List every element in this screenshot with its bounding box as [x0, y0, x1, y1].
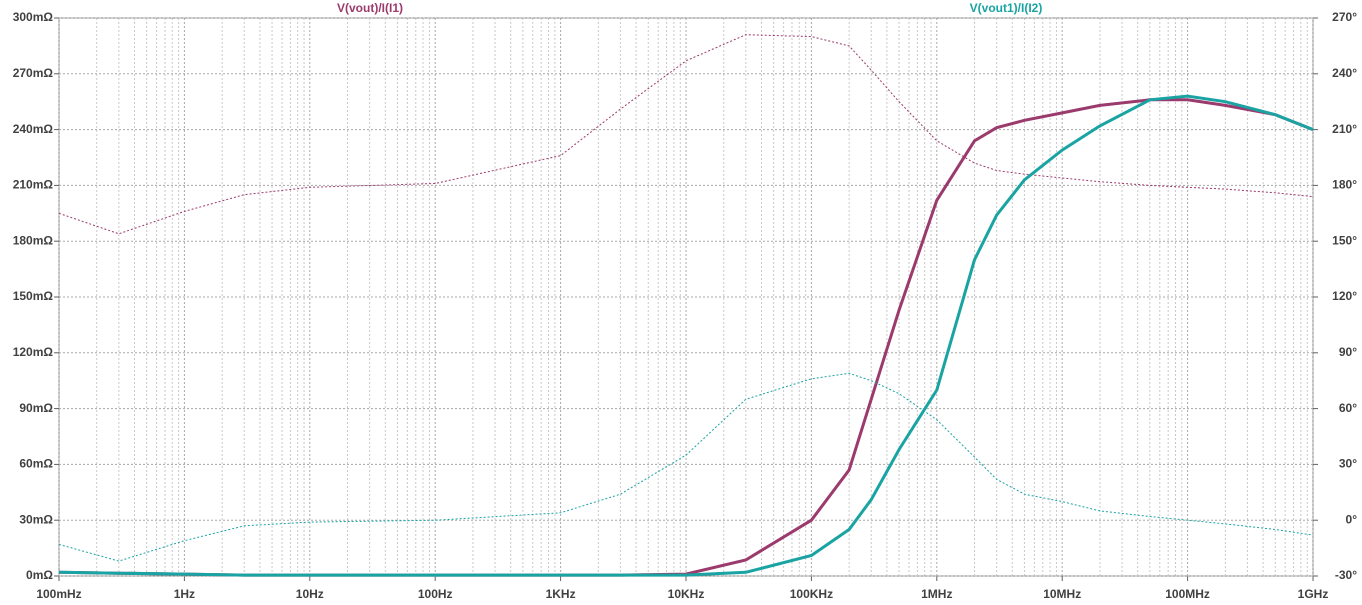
y2-tick-label: 240°: [1332, 66, 1357, 80]
y-tick-label: 30mΩ: [19, 512, 53, 526]
y2-tick-label: 120°: [1332, 289, 1357, 303]
y-tick-label: 180mΩ: [13, 233, 54, 247]
y2-tick-label: 150°: [1332, 233, 1357, 247]
x-tick-label: 100mHz: [36, 587, 81, 601]
y-tick-label: 0mΩ: [26, 568, 53, 582]
x-tick-label: 1MHz: [921, 587, 952, 601]
x-tick-label: 1GHz: [1298, 587, 1329, 601]
magnitude-line: [58, 94, 1314, 577]
y2-tick-label: 270°: [1332, 10, 1357, 24]
y-tick-label: 210mΩ: [13, 178, 54, 192]
x-tick-label: 10MHz: [1043, 587, 1081, 601]
x-tick-label: 100KHz: [790, 587, 833, 601]
phase-line: [58, 34, 1314, 235]
legend-label: V(vout1)/I(I2): [970, 1, 1043, 15]
y2-tick-label: 30°: [1339, 457, 1357, 471]
y-tick-label: 300mΩ: [13, 10, 54, 24]
x-tick-label: 100MHz: [1165, 587, 1210, 601]
y2-tick-label: -30°: [1335, 568, 1357, 582]
x-tick-label: 10Hz: [296, 587, 324, 601]
y-tick-label: 120mΩ: [13, 345, 54, 359]
x-tick-label: 100Hz: [418, 587, 453, 601]
y-tick-label: 270mΩ: [13, 66, 54, 80]
y2-tick-label: 0°: [1346, 512, 1358, 526]
y2-tick-label: 180°: [1332, 178, 1357, 192]
phase-line: [58, 372, 1314, 562]
y-tick-label: 60mΩ: [19, 457, 53, 471]
y2-tick-label: 210°: [1332, 122, 1357, 136]
y-tick-label: 150mΩ: [13, 289, 54, 303]
y2-tick-label: 90°: [1339, 345, 1357, 359]
x-tick-label: 10KHz: [668, 587, 705, 601]
x-tick-label: 1KHz: [546, 587, 576, 601]
y-tick-label: 240mΩ: [13, 122, 54, 136]
legend-label: V(vout)/I(I1): [337, 1, 403, 15]
x-tick-label: 1Hz: [174, 587, 195, 601]
y2-tick-label: 60°: [1339, 401, 1357, 415]
y-tick-label: 90mΩ: [19, 401, 53, 415]
